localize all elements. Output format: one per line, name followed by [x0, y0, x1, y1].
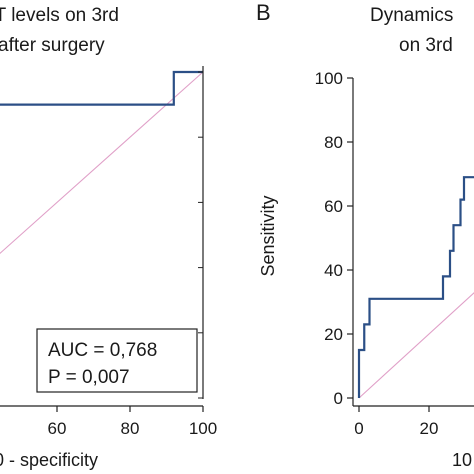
panel-a-roc-line-0 — [0, 70, 203, 106]
panel-b-y-axis-label: Sensitivity — [258, 195, 278, 276]
panel-b-title-line-1: Dynamics — [370, 5, 453, 26]
panel-b-y-tick-label-4: 80 — [324, 133, 343, 152]
panel-a-x-tick-label-2: 80 — [121, 419, 140, 438]
panel-b: B Dynamics on 3rd Sensitivity 0 20 40 60 80 1… — [256, 0, 474, 470]
panel-b-y-tick-label-5: 100 — [315, 69, 343, 88]
panel-b-y-tick-label-3: 60 — [324, 197, 343, 216]
panel-b-plot: 0 20 40 60 80 100 0 20 — [315, 69, 474, 438]
panel-a-annotation-box — [36, 328, 198, 393]
panel-a-x-axis-label: 0 - specificity — [0, 450, 98, 470]
panel-b-y-tick-label-1: 20 — [324, 325, 343, 344]
panel-b-reference-line — [358, 292, 474, 399]
panel-b-roc-line-0 — [357, 176, 474, 398]
panel-a: ST levels on 3rd after surgery 406080100… — [0, 5, 217, 470]
panel-b-letter: B — [256, 0, 271, 25]
panel-b-x-tick-label-0: 0 — [354, 419, 363, 438]
panel-a-title-line-2: after surgery — [0, 35, 105, 56]
panel-b-y-tick-label-0: 0 — [334, 389, 343, 408]
panel-a-auc-label: AUC = 0,768 — [48, 340, 157, 361]
panel-b-title-line-2: on 3rd — [399, 35, 453, 56]
panel-b-x-axis-label: 10 — [452, 450, 472, 470]
panel-a-p-label: P = 0,007 — [48, 367, 130, 388]
panel-a-x-tick-label-3: 100 — [189, 419, 217, 438]
panel-a-title-line-1: ST levels on 3rd — [0, 5, 119, 26]
panel-b-y-tick-label-2: 40 — [324, 261, 343, 280]
panel-b-x-tick-label-1: 20 — [420, 419, 439, 438]
panel-a-x-tick-label-1: 60 — [48, 419, 67, 438]
panel-a-reference-line — [0, 71, 204, 255]
